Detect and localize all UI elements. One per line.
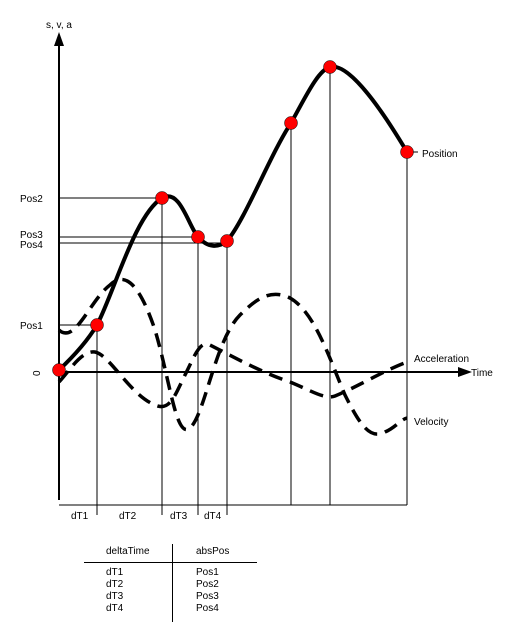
position-label: Position: [422, 149, 458, 160]
point-pos2: [155, 191, 169, 205]
cell-deltatime: dT3: [106, 591, 124, 602]
table-row: dT2 Pos2: [84, 579, 257, 591]
acceleration-label: Acceleration: [414, 354, 469, 365]
pos4-label: Pos4: [20, 240, 43, 251]
point-pos3: [191, 230, 205, 244]
acceleration-curve: [57, 342, 408, 409]
x-axis-arrowhead: [458, 367, 472, 377]
velocity-label: Velocity: [414, 417, 448, 428]
y-axis-label: s, v, a: [46, 20, 72, 31]
interval-dt1: dT1: [71, 511, 89, 522]
cell-abspos: Pos4: [196, 603, 219, 614]
velocity-curve: [57, 277, 408, 436]
point-5: [284, 116, 298, 130]
cell-abspos: Pos3: [196, 591, 219, 602]
point-6: [323, 60, 337, 74]
table-header-row: deltaTime absPos: [84, 544, 257, 562]
position-points: [52, 60, 414, 377]
table-row: dT3 Pos3: [84, 591, 257, 603]
cell-deltatime: dT1: [106, 567, 124, 578]
table-row: dT4 Pos4: [84, 603, 257, 615]
cell-abspos: Pos1: [196, 567, 219, 578]
pos2-label: Pos2: [20, 194, 43, 205]
table-header-rule: [84, 562, 257, 563]
y-axis-arrowhead: [54, 32, 64, 46]
x-axis-label: Time: [471, 368, 493, 379]
cell-deltatime: dT2: [106, 579, 124, 590]
table-row: dT1 Pos1: [84, 567, 257, 579]
point-7: [400, 145, 414, 159]
header-abspos: absPos: [196, 546, 230, 557]
pos1-label: Pos1: [20, 321, 43, 332]
position-curve: [57, 64, 409, 372]
delta-table: deltaTime absPos dT1 Pos1 dT2 Pos2 dT3 P…: [84, 544, 257, 622]
cell-abspos: Pos2: [196, 579, 219, 590]
origin-label: 0: [32, 370, 43, 376]
header-deltatime: deltaTime: [106, 546, 150, 557]
interval-dt3: dT3: [170, 511, 188, 522]
point-pos1: [90, 318, 104, 332]
vertical-drop-lines: [96, 67, 408, 515]
table-column-divider: [172, 544, 173, 622]
point-origin: [52, 363, 66, 377]
interval-dt4: dT4: [204, 511, 222, 522]
interval-dt2: dT2: [119, 511, 137, 522]
pos3-label: Pos3: [20, 230, 43, 241]
cell-deltatime: dT4: [106, 603, 124, 614]
point-pos4: [220, 234, 234, 248]
